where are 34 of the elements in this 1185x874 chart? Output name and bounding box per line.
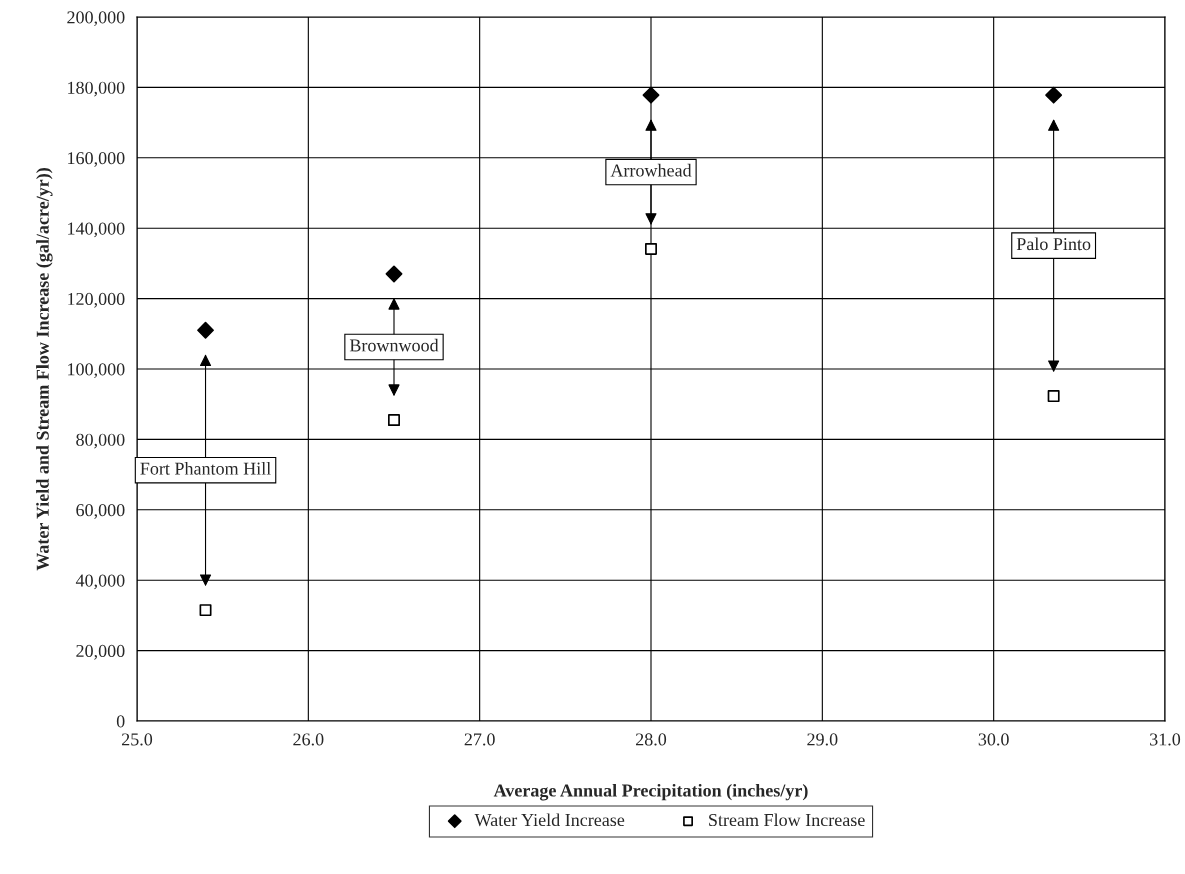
y-tick-label: 120,000 xyxy=(68,292,125,308)
y-axis-title: Water Yield and Stream Flow Increase (gal/acre/yr)) xyxy=(36,168,53,571)
y-tick-label: 0 xyxy=(116,715,125,728)
y-tick-label: 40,000 xyxy=(75,574,125,590)
y-tick-label: 20,000 xyxy=(76,644,125,660)
x-tick-label: 27.0 xyxy=(464,733,495,746)
x-tick-label: 31.0 xyxy=(1150,733,1181,746)
x-tick-label: 28.0 xyxy=(635,733,667,746)
point xyxy=(388,414,400,427)
legend-label: Water Yield Increase xyxy=(474,813,625,827)
y-tick-label: 200,000 xyxy=(67,11,125,27)
x-axis-title: Average Annual Precipitation (inches/yr) xyxy=(493,783,808,801)
legend-label: Stream Flow Increase xyxy=(709,813,865,827)
annotation: Brownwood xyxy=(349,338,439,352)
x-tick-label: 26.0 xyxy=(293,733,324,746)
x-tick-label: 29.0 xyxy=(807,733,838,746)
point xyxy=(197,321,214,339)
y-tick-label: 180,000 xyxy=(68,81,125,97)
point xyxy=(199,604,212,617)
y-tick-label: 60,000 xyxy=(76,504,125,519)
annotation: Arrowhead xyxy=(610,163,692,177)
x-tick-label: 25.0 xyxy=(121,733,153,746)
y-tick-label: 140,000 xyxy=(68,222,125,238)
annotation: Palo Pinto xyxy=(1016,237,1091,251)
point xyxy=(642,86,660,104)
y-tick-label: 160,000 xyxy=(68,152,125,167)
y-tick-label: 80,000 xyxy=(76,433,125,449)
point xyxy=(645,242,657,255)
point xyxy=(1045,86,1063,104)
point xyxy=(1047,390,1060,403)
y-tick-label: 100,000 xyxy=(68,363,125,379)
x-tick-label: 30.0 xyxy=(978,733,1009,746)
annotation: Fort Phantom Hill xyxy=(140,462,271,475)
point xyxy=(385,265,403,283)
